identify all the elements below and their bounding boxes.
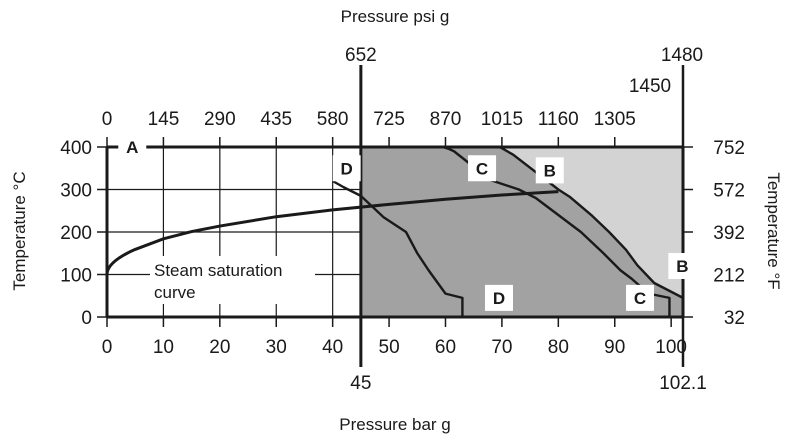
bottom-axis-title: Pressure bar g — [339, 415, 451, 434]
bottom-tick-label: 80 — [548, 337, 569, 358]
right-axis-title: Temperature °F — [764, 172, 783, 289]
left-tick-label: 100 — [60, 266, 92, 287]
bottom-limit-label: 45 — [350, 373, 371, 394]
bottom-tick-label: 30 — [266, 337, 287, 358]
region-label-box — [668, 253, 697, 279]
bottom-tick-label: 90 — [604, 337, 625, 358]
right-tick-label: 212 — [713, 266, 745, 287]
region-label-B: B — [676, 257, 688, 276]
bottom-tick-label: 100 — [655, 337, 687, 358]
region-label-box — [118, 134, 147, 160]
top-tick-label: 870 — [430, 109, 462, 130]
bottom-tick-label: 50 — [379, 337, 400, 358]
top-tick-label: 1305 — [594, 109, 636, 130]
labels-layer: A D C B B D C Steam saturation curve — [118, 134, 697, 311]
steam-saturation-label-line: curve — [154, 283, 196, 302]
steam-saturation-label-bg — [150, 256, 315, 304]
left-axis-title: Temperature °C — [10, 171, 29, 290]
region-label-box — [535, 157, 564, 184]
regions-layer — [360, 147, 683, 317]
region-label-A: A — [126, 138, 138, 157]
bottom-tick-label: 0 — [102, 337, 113, 358]
region-light-zone — [499, 147, 683, 317]
bottom-tick-label: 10 — [153, 337, 174, 358]
region-label-B: B — [544, 161, 556, 180]
right-tick-label: 32 — [724, 308, 745, 329]
left-tick-label: 400 — [60, 138, 92, 159]
ticks-layer: 0 10 20 30 40 50 60 70 80 90 100 0 145 290 435 580 725 87… — [60, 45, 745, 394]
top-tick-label: 1160 — [538, 109, 579, 130]
region-label-box — [484, 284, 513, 311]
bottom-tick-label: 60 — [435, 337, 456, 358]
region-label-D: D — [341, 159, 353, 178]
bottom-tick-label: 70 — [491, 337, 512, 358]
left-tick-label: 200 — [60, 223, 92, 244]
top-tick-label: 1015 — [481, 109, 523, 130]
steam-saturation-curve — [105, 190, 559, 275]
right-tick-label: 752 — [713, 138, 745, 159]
region-label-C: C — [634, 289, 646, 308]
region-label-box — [468, 155, 497, 182]
bottom-tick-label: 40 — [322, 337, 343, 358]
region-label-box — [332, 155, 361, 182]
top-tick-label: 725 — [373, 109, 405, 130]
top-tick-label: 290 — [204, 109, 236, 130]
region-label-C: C — [476, 159, 488, 178]
top-limit-label: 1450 — [629, 76, 671, 97]
steam-saturation-label: Steam saturation curve — [154, 261, 283, 302]
top-limit-label: 1480 — [661, 45, 703, 66]
top-tick-label: 580 — [317, 109, 349, 130]
top-axis-title: Pressure psi g — [341, 7, 450, 26]
bottom-tick-label: 20 — [209, 337, 230, 358]
boundary-line-D — [332, 179, 464, 317]
top-tick-label: 0 — [102, 109, 113, 130]
region-label-box — [626, 284, 655, 311]
left-tick-label: 300 — [60, 181, 92, 202]
bottom-limit-label: 102.1 — [659, 373, 707, 394]
top-limit-label: 652 — [345, 45, 377, 66]
region-label-D: D — [493, 289, 505, 308]
top-tick-label: 145 — [148, 109, 180, 130]
steam-saturation-label-line: Steam saturation — [154, 261, 283, 280]
top-tick-label: 435 — [260, 109, 292, 130]
right-tick-label: 392 — [713, 223, 745, 244]
right-tick-label: 572 — [713, 181, 745, 202]
left-tick-label: 0 — [81, 308, 92, 329]
